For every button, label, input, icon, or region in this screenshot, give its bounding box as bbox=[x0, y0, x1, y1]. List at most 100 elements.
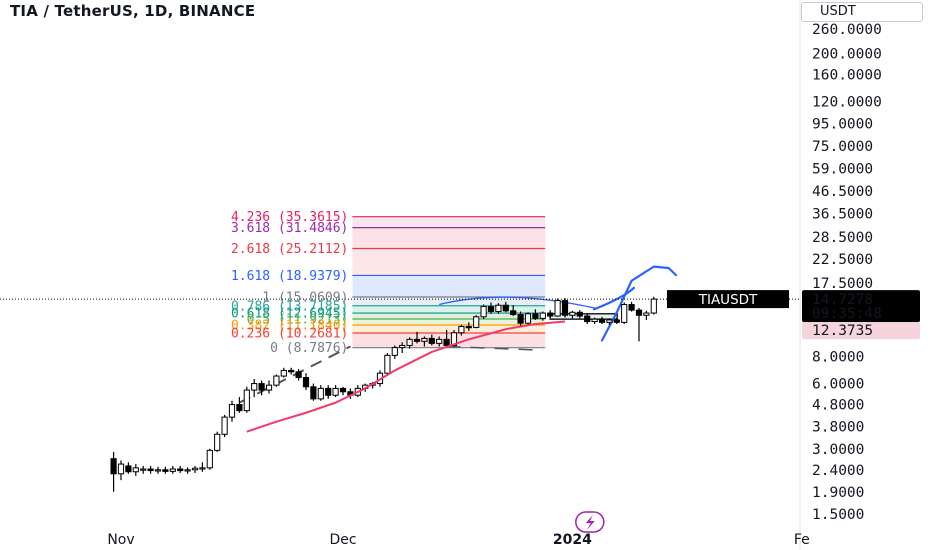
time-axis[interactable]: Nov Dec 2024 Fe bbox=[107, 511, 810, 548]
candle-up[interactable] bbox=[184, 469, 191, 472]
chart-drawings[interactable] bbox=[0, 265, 800, 404]
candle-down[interactable] bbox=[510, 310, 517, 316]
candle-down[interactable] bbox=[584, 315, 591, 323]
candle-up[interactable] bbox=[132, 467, 139, 473]
lightning-bolt-icon bbox=[585, 515, 595, 530]
price-tick-label: 75.0000 bbox=[812, 139, 873, 155]
fib-zone bbox=[352, 275, 546, 297]
candle-up[interactable] bbox=[273, 375, 280, 386]
candle-up[interactable] bbox=[221, 416, 228, 435]
candle-down[interactable] bbox=[547, 312, 554, 317]
candle-down[interactable] bbox=[125, 465, 132, 473]
candle-up[interactable] bbox=[421, 337, 428, 342]
candle-up[interactable] bbox=[524, 313, 532, 324]
candle-up[interactable] bbox=[332, 387, 339, 396]
candle-up[interactable] bbox=[436, 338, 443, 344]
candle-up[interactable] bbox=[569, 311, 576, 316]
fib-level-label: 4.236 (35.3615) bbox=[231, 210, 348, 225]
candle-up[interactable] bbox=[643, 312, 650, 316]
freehand-arrow-drawing[interactable] bbox=[600, 265, 678, 342]
price-tick-label: 3.8000 bbox=[812, 420, 864, 436]
candle-down[interactable] bbox=[532, 313, 539, 319]
chart-title: TIA / TetherUS, 1D, BINANCE bbox=[10, 2, 256, 20]
candle-up[interactable] bbox=[251, 383, 258, 391]
candle-up[interactable] bbox=[539, 312, 546, 319]
price-tick-label: 8.0000 bbox=[812, 350, 864, 366]
symbol-tag bbox=[667, 290, 789, 309]
arc-pattern[interactable] bbox=[439, 296, 598, 310]
candle-up[interactable] bbox=[317, 387, 324, 400]
price-tick-label: 2.4000 bbox=[812, 463, 864, 479]
candle-up[interactable] bbox=[391, 347, 398, 356]
trend-line-dashed[interactable] bbox=[238, 345, 351, 404]
candle-up[interactable] bbox=[228, 404, 236, 418]
candle-up[interactable] bbox=[458, 326, 465, 334]
fib-level-label: 0.786 (13.7185) bbox=[231, 299, 348, 314]
candle-down[interactable] bbox=[288, 369, 295, 373]
candle-up[interactable] bbox=[399, 344, 406, 349]
candle-up[interactable] bbox=[473, 316, 480, 328]
candle-up[interactable] bbox=[265, 384, 273, 391]
candle-down[interactable] bbox=[465, 326, 472, 329]
candle-down[interactable] bbox=[502, 304, 509, 312]
price-tick-label: 200.0000 bbox=[812, 47, 882, 63]
price-tick-label: 4.8000 bbox=[812, 398, 864, 414]
candle-down[interactable] bbox=[576, 311, 583, 317]
candle-up[interactable] bbox=[280, 369, 287, 377]
candle-down[interactable] bbox=[325, 387, 332, 396]
candle-down[interactable] bbox=[413, 338, 421, 342]
candle-up[interactable] bbox=[495, 304, 502, 313]
fib-extension[interactable] bbox=[352, 216, 546, 349]
candle-down[interactable] bbox=[162, 469, 169, 472]
candle-up[interactable] bbox=[621, 304, 628, 323]
fib-level-label: 1 (15.0609) bbox=[262, 290, 348, 305]
trend-line-dashed-2[interactable] bbox=[446, 345, 543, 352]
candle-down[interactable] bbox=[628, 304, 635, 311]
fib-labels: 4.236 (35.3615)3.618 (31.4846) 2.618 (25.… bbox=[231, 210, 348, 356]
candle-down[interactable] bbox=[428, 337, 435, 344]
candle-up[interactable] bbox=[554, 300, 561, 317]
candle-up[interactable] bbox=[243, 389, 250, 412]
candle-down[interactable] bbox=[517, 314, 524, 324]
candle-up[interactable] bbox=[606, 319, 613, 323]
candle-down[interactable] bbox=[339, 387, 347, 393]
candle-up[interactable] bbox=[406, 338, 413, 346]
currency-unit-button[interactable]: USDT bbox=[801, 2, 923, 22]
candle-down[interactable] bbox=[598, 318, 606, 323]
candle-down[interactable] bbox=[110, 458, 117, 475]
fib-level-label: 0.618 (12.6945) bbox=[231, 307, 348, 322]
freehand-stroke[interactable] bbox=[592, 286, 636, 311]
candle-down[interactable] bbox=[258, 383, 265, 391]
moving-average bbox=[246, 320, 566, 433]
candle-up[interactable] bbox=[191, 467, 199, 471]
candle-down[interactable] bbox=[177, 468, 184, 472]
candle-up[interactable] bbox=[140, 468, 147, 471]
price-tick-label: 46.5000 bbox=[812, 184, 873, 200]
candle-down[interactable] bbox=[635, 309, 643, 316]
candle-up[interactable] bbox=[169, 468, 176, 472]
candle-up[interactable] bbox=[384, 354, 391, 374]
candle-down[interactable] bbox=[295, 371, 302, 379]
price-tick-label: 28.5000 bbox=[812, 230, 873, 246]
candle-down[interactable] bbox=[443, 338, 450, 346]
price-tick-label: 160.0000 bbox=[812, 68, 882, 84]
candle-down[interactable] bbox=[302, 377, 310, 388]
candle-down[interactable] bbox=[613, 319, 620, 323]
candle-up[interactable] bbox=[154, 469, 162, 472]
candle-up[interactable] bbox=[199, 467, 206, 470]
candle-up[interactable] bbox=[650, 298, 657, 314]
candle-up[interactable] bbox=[591, 318, 598, 323]
candle-up[interactable] bbox=[117, 463, 125, 475]
candle-up[interactable] bbox=[480, 306, 487, 318]
candle-down[interactable] bbox=[561, 300, 569, 316]
candle-up[interactable] bbox=[206, 449, 213, 469]
candle-down[interactable] bbox=[147, 468, 154, 472]
ma-price-value: 12.3735 bbox=[812, 323, 873, 339]
candle-up[interactable] bbox=[214, 433, 221, 451]
price-axis[interactable]: 260.0000 200.0000 160.0000 120.0000 95.0000 7… bbox=[799, 0, 882, 550]
candle-down[interactable] bbox=[236, 404, 243, 412]
candle-down[interactable] bbox=[487, 306, 495, 313]
candle-down[interactable] bbox=[310, 386, 317, 400]
